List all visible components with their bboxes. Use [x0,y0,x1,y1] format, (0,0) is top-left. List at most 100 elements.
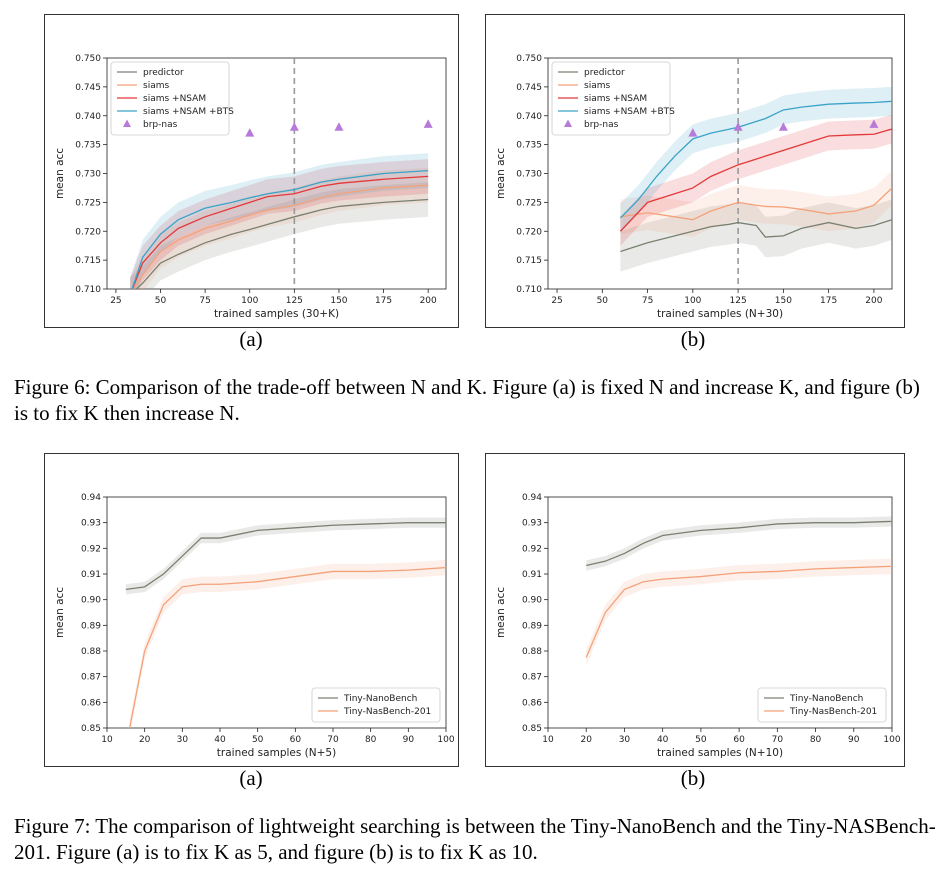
figure6-label-a: (a) [239,327,263,351]
y-tick-label: 0.93 [522,519,542,529]
plot-frame [547,496,893,729]
legend: Tiny-NanoBench Tiny-NasBench-201 [757,687,887,723]
x-tick-label: 150 [775,296,792,306]
legend-swatch [123,119,131,127]
y-tick-label: 0.720 [75,227,101,237]
figure7-caption: Figure 7: The comparison of lightweight … [14,813,938,865]
x-tick-label: 10 [101,735,113,745]
x-tick-label: 70 [772,735,784,745]
figure6-chart-a: 25 50 75 100 125 150 175 200 0.710 0.715 0.720 0.72… [54,54,447,320]
x-tick-label: 100 [241,296,258,306]
y-tick-label: 0.86 [81,698,101,708]
line-siams [620,187,892,221]
legend-label: brp-nas [143,120,178,130]
x-tick-label: 90 [403,735,415,745]
legend-label: Tiny-NanoBench [789,694,863,704]
y-tick-label: 0.735 [516,141,542,151]
legend-label: brp-nas [584,120,619,130]
line-tiny-nanobench [125,522,446,591]
figure6-caption-label: Figure 6: [14,375,91,399]
x-axis-label: trained samples (30+K) [214,308,339,320]
y-tick-label: 0.89 [522,621,542,631]
y-tick-label: 0.90 [522,596,542,606]
x-tick-label: 60 [290,735,302,745]
plot-area [619,58,892,289]
y-axis-label: mean acc [495,148,507,199]
legend-label: siams +NSAM +BTS [143,107,234,117]
x-tick-label: 20 [139,735,151,745]
legend-box [110,61,230,136]
y-tick-label: 0.91 [81,570,101,580]
x-tick-label: 50 [155,296,167,306]
x-tick-label: 20 [580,735,592,745]
figure7-chart-a: 10 20 30 40 50 60 70 80 90 100 0.85 0.86 0.87 0.88 0.8… [54,493,455,759]
figure7-caption-text: The comparison of lightweight searching … [14,814,936,864]
y-tick-label: 0.750 [516,54,542,64]
legend-box [757,687,887,723]
band-predictor [130,182,429,289]
brp-nas-marker [869,119,879,128]
legend: Tiny-NanoBench Tiny-NasBench-201 [311,687,441,723]
legend-label: Tiny-NasBench-201 [789,707,877,717]
x-tick-label: 80 [365,735,377,745]
band-siams [620,170,892,238]
y-tick-label: 0.87 [522,673,542,683]
brp-nas-marker [334,122,344,131]
legend-box [551,61,671,136]
y-axis-label: mean acc [54,587,66,638]
x-tick-label: 80 [810,735,822,745]
line-siams-nsam-bts [131,169,429,289]
x-tick-label: 30 [619,735,631,745]
x-tick-label: 25 [110,296,121,306]
band-siams-nsam [620,114,892,246]
band-predictor [620,199,892,272]
line-siams-nsam [131,175,429,289]
x-tick-label: 100 [883,735,900,745]
y-tick-label: 0.730 [516,170,542,180]
brp-nas-marker [423,119,433,128]
x-axis-label: trained samples (N+10) [657,747,783,759]
line-predictor [135,198,429,289]
x-axis-label: trained samples (N+5) [217,747,336,759]
y-axis-label: mean acc [54,148,66,199]
y-tick-label: 0.740 [75,112,101,122]
y-tick-label: 0.745 [516,83,542,93]
legend-label: siams [584,81,610,91]
x-tick-label: 175 [375,296,392,306]
y-tick-label: 0.88 [522,647,542,657]
x-tick-label: 100 [684,296,701,306]
y-tick-label: 0.735 [75,141,101,151]
y-tick-label: 0.92 [81,544,101,554]
figure6-chart-b: 25 50 75 100 125 150 175 200 0.710 0.715 0.720 0.72… [495,54,893,320]
x-tick-label: 100 [437,735,454,745]
line-siams-nsam-bts [619,100,892,219]
y-tick-label: 0.715 [516,256,542,266]
line-siams [132,184,429,289]
band-siams-nsam-bts [130,153,429,289]
figure6-label-b: (b) [680,327,706,351]
brp-nas-marker [245,128,255,137]
line-siams-nsam [619,128,892,232]
legend-label: predictor [584,68,625,78]
x-tick-label: 90 [848,735,860,745]
y-tick-label: 0.745 [75,83,101,93]
y-tick-label: 0.740 [516,112,542,122]
legend-swatch [564,119,572,127]
y-tick-label: 0.92 [522,544,542,554]
x-tick-label: 125 [286,296,303,306]
legend-label: Tiny-NasBench-201 [343,707,431,717]
y-tick-label: 0.86 [522,698,542,708]
y-tick-label: 0.715 [75,256,101,266]
y-tick-label: 0.94 [522,493,542,503]
x-tick-label: 70 [327,735,339,745]
line-tiny-nasbench-201 [128,566,446,728]
y-tick-label: 0.725 [516,198,542,208]
x-tick-label: 125 [730,296,747,306]
figure7-caption-label: Figure 7: [14,814,91,838]
x-tick-label: 200 [865,296,882,306]
x-tick-label: 40 [657,735,669,745]
y-tick-label: 0.88 [81,647,101,657]
legend-label: siams +NSAM [143,94,206,104]
y-tick-label: 0.725 [75,198,101,208]
y-tick-label: 0.91 [522,570,542,580]
